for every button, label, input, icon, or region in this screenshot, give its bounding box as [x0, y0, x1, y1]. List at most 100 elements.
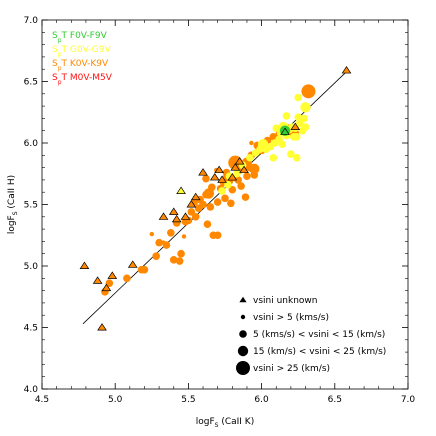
data-point-triangle — [280, 127, 290, 135]
x-tick-label: 5.5 — [181, 395, 195, 405]
data-point-circle — [295, 119, 304, 128]
y-tick-label: 7.0 — [24, 16, 39, 26]
data-point-triangle — [190, 192, 201, 201]
x-tick-label: 7.0 — [401, 395, 416, 405]
x-tick-label: 4.5 — [35, 395, 49, 405]
data-point-triangle — [180, 212, 191, 220]
data-point-triangle — [239, 165, 249, 174]
x-tick-label: 6.5 — [328, 395, 342, 405]
y-axis-title: logFS (CaII H) — [7, 175, 19, 234]
spectral-type-label: SpT G0V-G9V — [52, 45, 111, 58]
data-point-circle — [187, 208, 196, 216]
data-point-triangle — [107, 271, 118, 279]
data-point-circle — [237, 182, 245, 190]
data-point-circle — [227, 199, 235, 208]
legend-circle-marker — [240, 314, 246, 320]
y-axis-title-main: logF — [7, 215, 17, 234]
data-point-circle — [234, 176, 242, 184]
legend-label: vsini unknown — [253, 296, 317, 306]
spectral-type-label: SpT F0V-F9V — [52, 31, 108, 44]
data-point-circle — [206, 203, 215, 211]
data-point-triangle — [127, 260, 138, 268]
data-point-circle — [202, 174, 210, 183]
y-tick-label: 6.5 — [24, 78, 38, 88]
data-point-circle — [105, 279, 114, 288]
x-axis-title-main: logF — [196, 417, 215, 427]
spectral-type-label: SpT K0V-K9V — [52, 59, 109, 72]
data-point-triangle — [79, 261, 90, 269]
series-f0v-f9v-triangle — [280, 127, 290, 135]
data-point-circle — [232, 169, 241, 178]
data-point-circle — [287, 150, 295, 158]
data-point-triangle — [234, 157, 245, 165]
y-tick-label: 5.5 — [24, 201, 38, 211]
data-point-circle — [294, 113, 303, 121]
legend-label: 15 (km/s) < vsini < 25 (km/s) — [253, 347, 386, 357]
data-point-circle — [224, 181, 232, 189]
data-point-triangle — [97, 323, 107, 331]
data-point-circle — [221, 194, 229, 203]
y-tick-label: 4.0 — [24, 385, 39, 395]
data-point-circle — [269, 153, 278, 162]
data-point-circle — [249, 140, 254, 146]
data-points — [79, 66, 352, 331]
x-axis-title-rest: (CaII K) — [218, 417, 254, 427]
y-tick-label: 4.5 — [24, 324, 38, 334]
y-tick-label: 5.0 — [24, 262, 39, 272]
plot-axes: 4.5 5.0 5.5 6.0 6.5 7.0 4.0 4.5 5.0 5.5 6.0 6.5 7.0 — [24, 16, 416, 405]
data-point-circle — [167, 228, 175, 237]
data-point-circle — [140, 265, 149, 274]
x-tick-label: 5.0 — [108, 395, 123, 405]
x-axis-title-sub: S — [215, 422, 219, 429]
data-point-circle — [169, 256, 178, 264]
series-k0v-k9v-triangle — [79, 66, 352, 331]
data-point-triangle — [227, 173, 238, 181]
data-point-circle — [301, 84, 316, 99]
data-point-circle — [152, 252, 160, 260]
data-point-circle — [241, 193, 250, 201]
data-point-triangle — [217, 175, 227, 183]
data-point-triangle — [176, 186, 186, 194]
data-point-triangle — [171, 214, 182, 223]
data-point-circle — [290, 133, 298, 141]
data-point-circle — [282, 112, 291, 120]
data-point-triangle — [290, 122, 301, 131]
data-point-circle — [149, 231, 154, 237]
data-point-circle — [218, 187, 226, 195]
data-point-circle — [243, 172, 251, 181]
data-point-circle — [191, 213, 200, 221]
legend-label: 5 (kms/s) < vsini < 15 (km/s) — [253, 330, 385, 340]
data-point-circle — [300, 102, 311, 113]
y-axis-ticks: 4.0 4.5 5.0 5.5 6.0 6.5 7.0 — [24, 16, 408, 395]
y-axis-title-sub: S — [12, 211, 19, 215]
data-point-triangle — [209, 173, 220, 181]
legend-label: vsini > 5 (kms/s) — [253, 313, 329, 323]
data-point-circle — [175, 257, 184, 265]
data-point-circle — [123, 274, 131, 283]
data-point-triangle — [158, 212, 169, 220]
legend-triangle-marker — [239, 296, 247, 303]
data-point-triangle — [198, 168, 208, 176]
data-point-triangle — [214, 165, 224, 174]
data-point-circle — [203, 220, 212, 228]
data-point-circle — [177, 249, 185, 258]
data-point-circle — [213, 231, 222, 240]
legend-circle-marker — [237, 345, 249, 357]
data-point-triangle — [341, 66, 352, 74]
data-point-circle — [246, 153, 254, 162]
data-point-triangle — [92, 276, 103, 284]
y-tick-label: 6.0 — [24, 139, 39, 149]
data-point-circle — [199, 200, 207, 209]
data-point-triangle — [186, 200, 197, 208]
spectral-type-label: SpT M0V-M5V — [52, 73, 113, 86]
data-point-circle — [301, 123, 310, 131]
x-axis-title: logFS (CaII K) — [196, 417, 254, 429]
data-point-circle — [272, 124, 281, 133]
data-point-circle — [155, 238, 163, 247]
data-point-circle — [294, 93, 303, 102]
data-point-circle — [228, 185, 237, 194]
legend-label: vsini > 25 (km/s) — [253, 364, 330, 374]
series-g0v-g9v-triangle — [176, 186, 186, 194]
